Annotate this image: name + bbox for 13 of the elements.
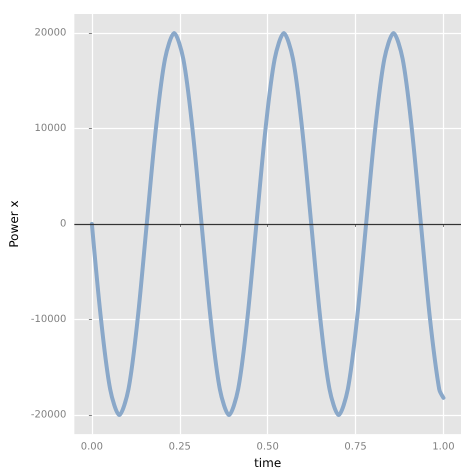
x-tick-label: 0.75	[344, 442, 367, 453]
x-axis-title: time	[254, 456, 282, 470]
y-tick-label: 0	[60, 218, 66, 230]
y-tick-label: 10000	[34, 123, 66, 134]
y-tick-label: -20000	[30, 410, 66, 421]
y-axis-title: Power x	[7, 200, 21, 248]
x-tick-label: 1.00	[432, 442, 455, 453]
x-tick-label: 0.00	[80, 442, 104, 453]
line-series	[90, 31, 446, 418]
x-tick-label: 0.25	[168, 442, 191, 453]
x-tick-label: 0.50	[256, 442, 279, 453]
y-tick-label: 20000	[34, 28, 66, 39]
y-tick-label: -10000	[30, 314, 66, 326]
